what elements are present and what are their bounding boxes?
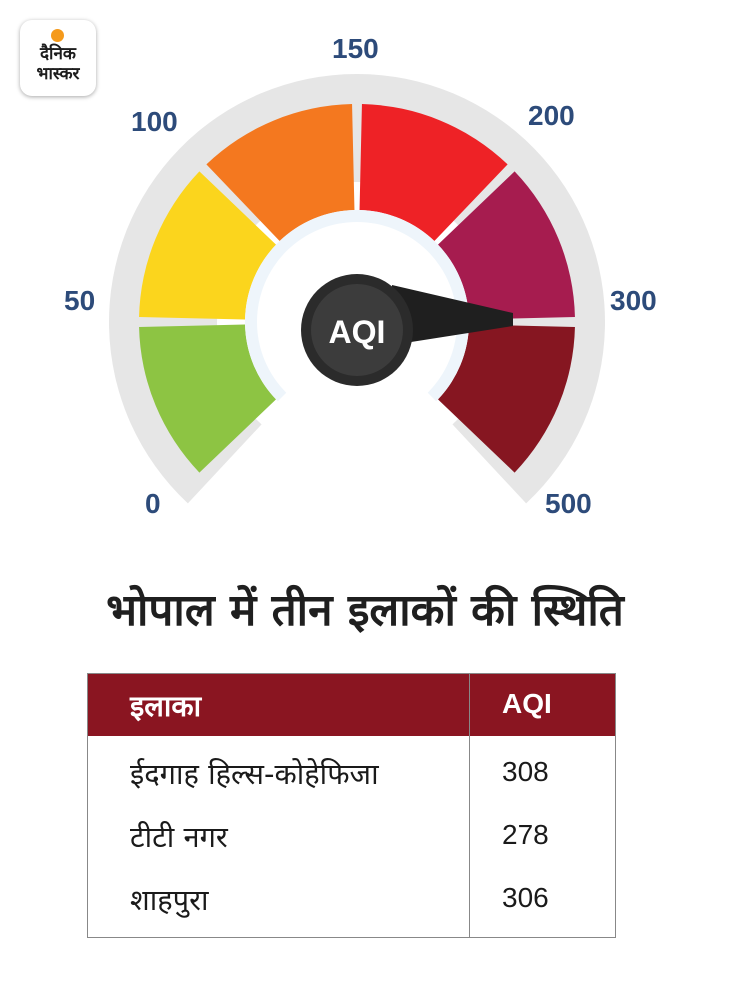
table-header: इलाका AQI bbox=[88, 674, 615, 736]
tick-0: 0 bbox=[145, 488, 161, 519]
tick-500: 500 bbox=[545, 488, 592, 519]
aqi-table: इलाका AQI ईदगाह हिल्स-कोहेफिजा 308 टीटी … bbox=[87, 673, 616, 938]
logo-line-1: दैनिक bbox=[40, 44, 76, 64]
gauge-center-label: AQI bbox=[329, 314, 386, 350]
segment-moderate bbox=[206, 104, 355, 242]
area-name: शाहपुरा bbox=[130, 883, 209, 917]
segment-good bbox=[139, 324, 277, 473]
segment-poor bbox=[359, 104, 508, 242]
table-row: शाहपुरा 306 bbox=[88, 870, 615, 930]
tick-300: 300 bbox=[610, 285, 657, 316]
column-divider bbox=[469, 674, 470, 937]
aqi-value: 308 bbox=[502, 756, 549, 787]
gauge-inner-ring bbox=[245, 210, 469, 402]
header-aqi: AQI bbox=[502, 688, 552, 719]
page-title: भोपाल में तीन इलाकों की स्थिति bbox=[106, 585, 624, 636]
gauge-hub-inner bbox=[311, 284, 403, 376]
area-name: टीटी नगर bbox=[130, 820, 228, 854]
table-row: ईदगाह हिल्स-कोहेफिजा 308 bbox=[88, 744, 615, 804]
tick-200: 200 bbox=[528, 100, 575, 131]
gauge-needle bbox=[392, 285, 513, 345]
segment-very-poor bbox=[437, 171, 575, 320]
brand-logo: दैनिक भास्कर bbox=[20, 20, 96, 96]
header-area: इलाका bbox=[130, 689, 202, 723]
table-row: टीटी नगर 278 bbox=[88, 807, 615, 867]
segment-satisfactory bbox=[139, 171, 277, 320]
aqi-gauge: AQI bbox=[109, 74, 605, 504]
gauge-segments bbox=[109, 74, 605, 504]
segment-severe bbox=[437, 324, 575, 473]
area-name: ईदगाह हिल्स-कोहेफिजा bbox=[130, 757, 379, 791]
tick-50: 50 bbox=[64, 285, 96, 316]
sun-icon bbox=[51, 29, 64, 42]
aqi-value: 278 bbox=[502, 819, 549, 850]
tick-100: 100 bbox=[131, 106, 178, 137]
aqi-value: 306 bbox=[502, 882, 549, 913]
tick-150: 150 bbox=[332, 33, 379, 64]
logo-line-2: भास्कर bbox=[36, 64, 80, 84]
